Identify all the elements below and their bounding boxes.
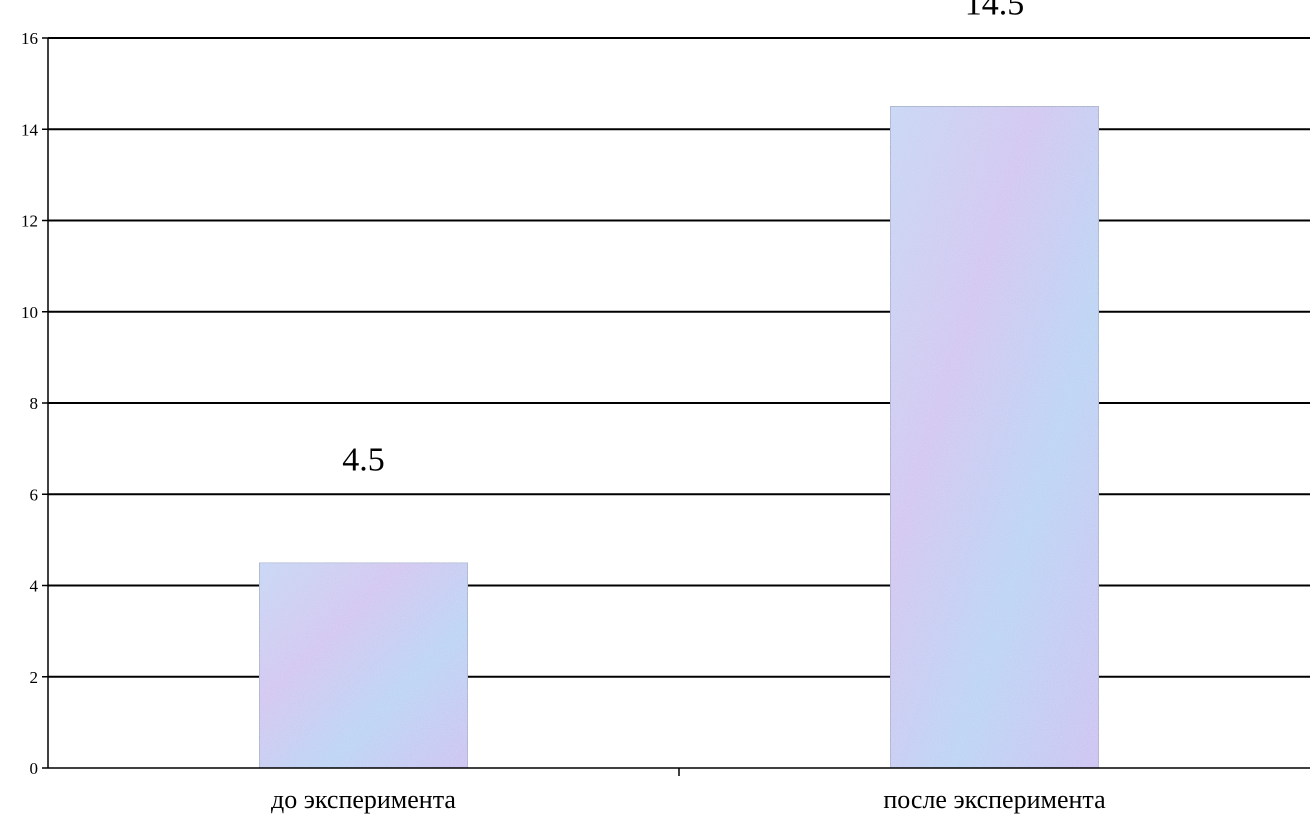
y-tick-label: 4 [30, 577, 39, 596]
data-label: 4.5 [342, 442, 385, 479]
y-tick-label: 6 [30, 485, 39, 504]
bar [258, 562, 469, 769]
y-tick-label: 12 [21, 212, 38, 231]
bar [889, 105, 1100, 769]
y-tick-label: 0 [30, 759, 39, 778]
gridlines [48, 37, 1310, 678]
x-axis-category-labels: до эксперимента после эксперимента [271, 785, 1106, 814]
x-category-label: до эксперимента [271, 785, 456, 814]
axes [42, 37, 1310, 776]
data-label: 14.5 [965, 0, 1025, 22]
y-tick-label: 16 [21, 29, 38, 48]
x-category-label: после эксперимента [883, 785, 1106, 814]
y-axis-tick-labels: 0 2 4 6 8 10 12 14 16 [21, 29, 39, 778]
bars [258, 105, 1100, 769]
data-labels: 4.5 14.5 [342, 0, 1024, 479]
y-tick-label: 10 [21, 303, 38, 322]
y-tick-label: 2 [30, 668, 39, 687]
y-tick-label: 8 [30, 394, 39, 413]
y-tick-label: 14 [21, 120, 39, 139]
